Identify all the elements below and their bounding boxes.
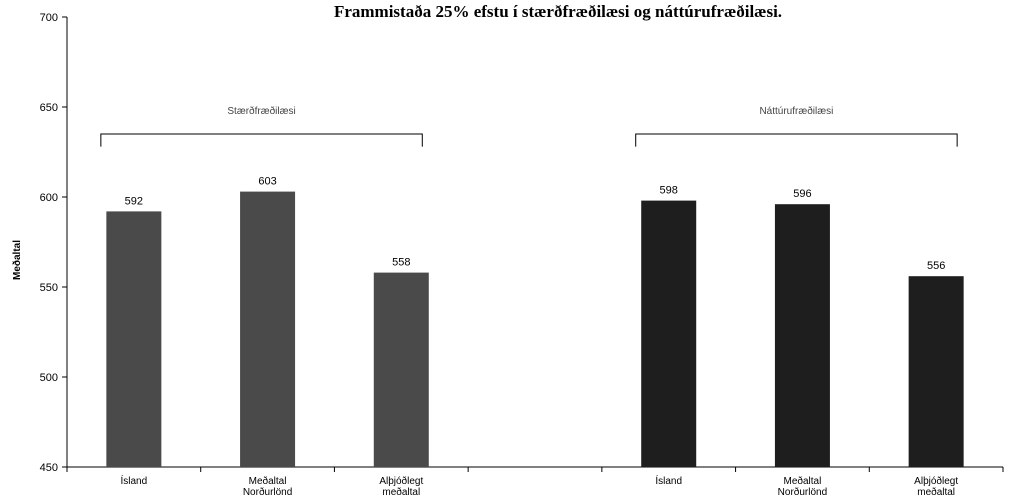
y-tick-label: 500 [40, 372, 58, 384]
bar [774, 204, 830, 467]
x-tick-label: Norðurlönd [778, 486, 827, 498]
bar [908, 276, 964, 467]
chart-title: Frammistaða 25% efstu í stærðfræðilæsi o… [334, 2, 782, 21]
group-bracket [635, 133, 958, 147]
data-label: 598 [660, 185, 678, 197]
bar [641, 200, 697, 467]
data-label: 556 [927, 260, 945, 272]
plot-area: 450500550600650700592Ísland603MeðaltalNo… [40, 12, 1004, 498]
bar [373, 272, 429, 467]
bar [240, 191, 296, 467]
y-tick-label: 600 [40, 192, 58, 204]
group-label: Stærðfræðilæsi [227, 105, 295, 117]
x-tick-label: Alþjóðlegt [379, 475, 423, 487]
group-label: Náttúrufræðilæsi [759, 105, 833, 117]
y-tick-label: 450 [40, 462, 58, 474]
y-tick-label: 700 [40, 12, 58, 24]
x-tick-label: Ísland [121, 474, 148, 487]
group-bracket [100, 133, 423, 147]
y-tick-label: 550 [40, 282, 58, 294]
x-tick-label: meðaltal [917, 486, 955, 498]
data-label: 592 [125, 195, 143, 207]
x-tick-label: Meðaltal [249, 475, 287, 487]
data-label: 558 [392, 257, 410, 269]
data-label: 596 [793, 188, 811, 200]
x-tick-label: Meðaltal [784, 475, 822, 487]
data-label: 603 [258, 176, 276, 188]
x-tick-label: meðaltal [382, 486, 420, 498]
y-axis-label: Meðaltal [11, 240, 23, 280]
x-tick-label: Norðurlönd [243, 486, 292, 498]
x-tick-label: Alþjóðlegt [914, 475, 958, 487]
x-tick-label: Ísland [655, 474, 682, 487]
bar [106, 211, 162, 467]
y-tick-label: 650 [40, 102, 58, 114]
